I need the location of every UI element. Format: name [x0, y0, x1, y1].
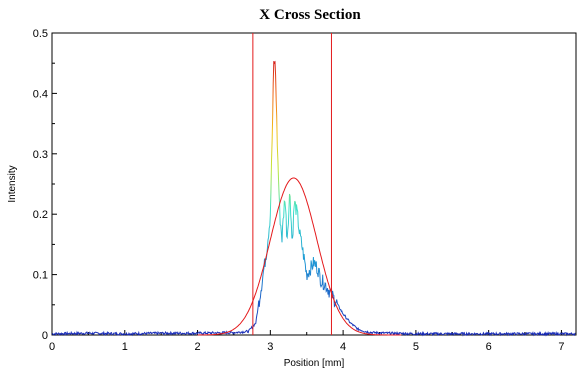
y-axis-ticks: 0 0.1 0.2 0.3 0.4 0.5: [33, 28, 57, 342]
x-tick-label: 5: [413, 341, 419, 353]
plot-marks: [51, 33, 576, 337]
y-tick-label: 0.5: [33, 28, 48, 40]
chart-title: X Cross Section: [259, 7, 361, 23]
x-tick-label: 0: [49, 341, 55, 353]
plot-area: [51, 32, 577, 336]
x-tick-label: 7: [558, 341, 564, 353]
x-tick-label: 1: [122, 341, 128, 353]
gaussian-fit-line: [197, 177, 402, 336]
x-tick-label: 4: [340, 341, 346, 353]
x-tick-label: 3: [267, 341, 273, 353]
y-tick-label: 0.3: [33, 149, 48, 161]
y-tick-label: 0.4: [33, 88, 48, 100]
y-tick-label: 0: [42, 330, 48, 342]
y-axis-label: Intensity: [7, 165, 18, 202]
x-tick-label: 6: [486, 341, 492, 353]
y-tick-label: 0.1: [33, 270, 48, 282]
y-tick-label: 0.2: [33, 209, 48, 221]
x-axis-label: Position [mm]: [284, 358, 345, 369]
measured-profile-line: [51, 60, 576, 337]
x-tick-label: 2: [194, 341, 200, 353]
